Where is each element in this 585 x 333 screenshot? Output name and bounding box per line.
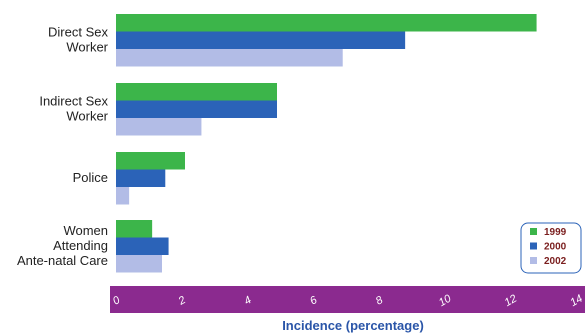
bar-2000-cat-2 xyxy=(116,169,166,187)
bar-1999-cat-2 xyxy=(116,152,185,170)
legend-label-2000: 2000 xyxy=(544,242,567,253)
legend-swatch-2000 xyxy=(530,242,537,250)
category-label: Worker xyxy=(66,39,108,54)
bar-1999-cat-0 xyxy=(116,14,537,32)
category-label: Police xyxy=(73,170,108,185)
x-tick-label: 14 xyxy=(568,293,585,310)
bars-group xyxy=(116,14,537,273)
category-label: Indirect Sex xyxy=(39,93,108,108)
legend: 1999 2000 2002 xyxy=(520,222,582,274)
legend-label-2002: 2002 xyxy=(544,256,567,267)
legend-swatch-2002 xyxy=(530,257,537,264)
x-tick-label: 4 xyxy=(242,294,253,307)
category-label: Direct Sex xyxy=(48,24,108,39)
legend-label-1999: 1999 xyxy=(544,227,567,238)
bar-2000-cat-0 xyxy=(116,31,406,49)
category-label: Attending xyxy=(53,238,108,253)
bar-1999-cat-1 xyxy=(116,83,277,101)
category-label: Women xyxy=(63,223,108,238)
x-tick-label: 12 xyxy=(502,293,519,310)
bar-2002-cat-3 xyxy=(116,255,162,273)
x-axis-band xyxy=(110,286,585,313)
bar-1999-cat-3 xyxy=(116,220,153,238)
bar-2002-cat-2 xyxy=(116,187,130,205)
bar-2002-cat-0 xyxy=(116,49,343,67)
bar-2000-cat-3 xyxy=(116,237,169,255)
category-label: Ante-natal Care xyxy=(17,253,108,268)
category-label: Worker xyxy=(66,108,108,123)
legend-swatch-1999 xyxy=(530,228,537,235)
bar-2000-cat-1 xyxy=(116,100,277,118)
bar-2002-cat-1 xyxy=(116,118,202,136)
x-axis-title: Incidence (percentage) xyxy=(282,318,424,333)
